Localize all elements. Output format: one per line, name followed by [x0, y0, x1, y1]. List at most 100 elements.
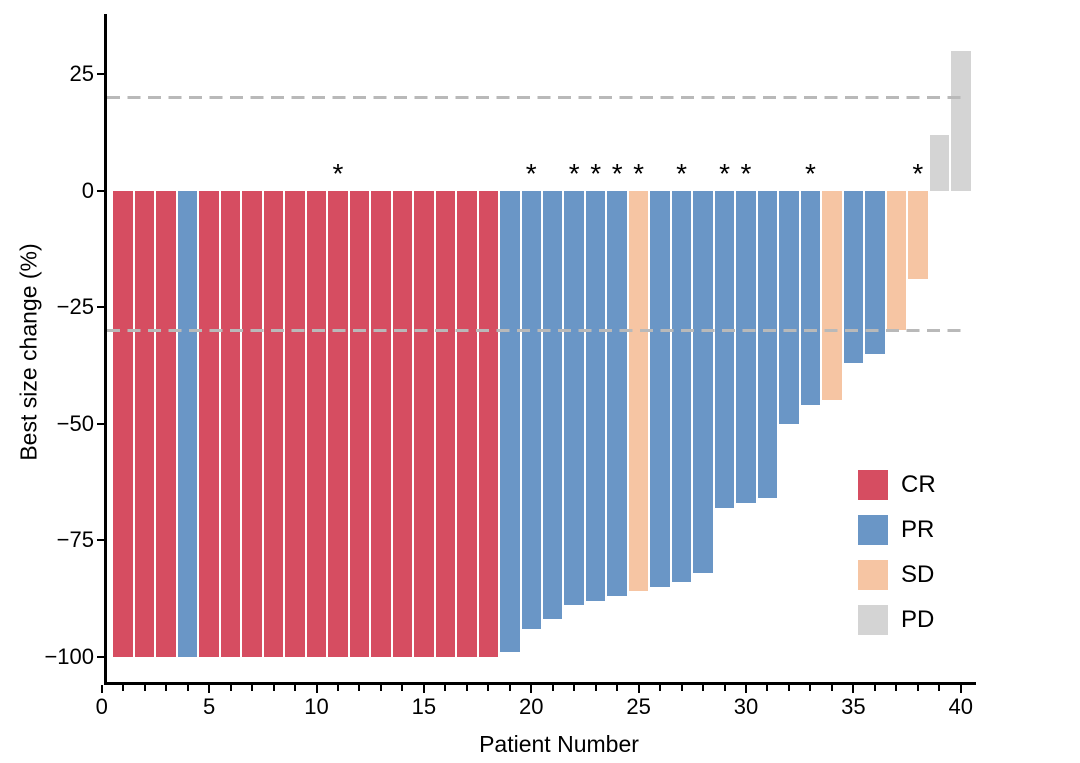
x-minor-tick [379, 685, 382, 691]
x-minor-tick [616, 685, 619, 691]
significance-asterisk-patient-38: * [912, 158, 924, 189]
x-axis-line [104, 682, 976, 685]
x-minor-tick [723, 685, 726, 691]
x-minor-tick [895, 685, 898, 691]
bar-patient-34 [822, 190, 842, 401]
bar-patient-39 [929, 134, 950, 191]
bar-patient-27 [671, 190, 692, 583]
x-minor-tick [787, 685, 790, 691]
bar-patient-23 [585, 190, 606, 601]
x-major-tick [959, 685, 962, 693]
bar-patient-11 [328, 190, 348, 657]
bar-patient-8 [263, 190, 284, 657]
y-tick [97, 73, 104, 76]
significance-asterisk-patient-24: * [611, 158, 623, 189]
x-minor-tick [508, 685, 511, 691]
legend-swatch-cr [858, 470, 888, 500]
y-tick-label-4: −75 [56, 527, 94, 553]
x-minor-tick [594, 685, 597, 691]
bar-patient-17 [457, 190, 477, 657]
bar-patient-6 [220, 190, 241, 657]
y-tick-label-2: −25 [56, 294, 94, 320]
x-minor-tick [659, 685, 662, 691]
bar-patient-30 [736, 190, 756, 503]
bar-patient-35 [843, 190, 864, 364]
x-minor-tick [122, 685, 125, 691]
y-axis-line [104, 14, 107, 685]
significance-asterisk-patient-25: * [633, 158, 645, 189]
bar-patient-19 [500, 190, 520, 653]
bar-patient-7 [242, 190, 262, 657]
x-major-tick [208, 685, 211, 693]
bar-patient-3 [156, 190, 176, 657]
x-minor-tick [294, 685, 297, 691]
x-axis-title: Patient Number [479, 731, 639, 757]
x-tick-label-5: 5 [203, 694, 216, 719]
bar-patient-24 [607, 190, 627, 597]
x-minor-tick [809, 685, 812, 691]
bar-patient-32 [779, 190, 799, 424]
x-minor-tick [830, 685, 833, 691]
x-minor-tick [229, 685, 232, 691]
reference-line-lower [107, 329, 968, 332]
bar-patient-31 [757, 190, 778, 499]
significance-asterisk-patient-20: * [525, 158, 537, 189]
bar-patient-12 [349, 190, 370, 657]
x-minor-tick [251, 685, 254, 691]
bar-patient-4 [177, 190, 198, 657]
x-tick-label-30: 30 [733, 694, 759, 719]
significance-asterisk-patient-27: * [676, 158, 688, 189]
significance-asterisk-patient-33: * [804, 158, 816, 189]
bar-patient-21 [542, 190, 563, 620]
x-major-tick [852, 685, 855, 693]
x-minor-tick [336, 685, 339, 691]
y-tick-label-5: −100 [44, 643, 94, 669]
y-axis-title: Best size change (%) [15, 243, 42, 461]
bar-patient-1 [113, 190, 133, 657]
bar-patient-14 [392, 190, 413, 657]
bar-patient-38 [908, 190, 928, 280]
x-minor-tick [680, 685, 683, 691]
bar-patient-33 [800, 190, 821, 406]
legend-label-pd: PD [901, 606, 935, 633]
bar-patient-25 [628, 190, 649, 592]
x-major-tick [422, 685, 425, 693]
bar-patient-18 [478, 190, 499, 657]
x-minor-tick [186, 685, 189, 691]
x-major-tick [637, 685, 640, 693]
legend-swatch-pd [858, 605, 888, 635]
y-tick [97, 306, 104, 309]
reference-line-upper [107, 96, 968, 99]
x-minor-tick [551, 685, 554, 691]
significance-asterisk-patient-22: * [568, 158, 580, 189]
x-minor-tick [766, 685, 769, 691]
y-tick [97, 189, 104, 192]
x-major-tick [530, 685, 533, 693]
significance-asterisk-patient-29: * [719, 158, 730, 189]
y-tick [97, 539, 104, 542]
bar-patient-16 [435, 190, 456, 657]
x-tick-label-10: 10 [304, 694, 329, 719]
x-tick-label-35: 35 [841, 694, 866, 719]
x-minor-tick [165, 685, 168, 691]
x-tick-label-25: 25 [626, 694, 651, 719]
y-tick [97, 655, 104, 658]
y-tick-label-0: 25 [69, 61, 94, 87]
bar-patient-2 [134, 190, 155, 657]
x-tick-label-20: 20 [519, 694, 544, 719]
x-minor-tick [916, 685, 919, 691]
x-minor-tick [487, 685, 490, 691]
legend-swatch-sd [858, 560, 888, 590]
bar-patient-37 [886, 190, 907, 331]
bar-patient-20 [521, 190, 541, 629]
x-minor-tick [272, 685, 275, 691]
bar-patient-36 [865, 190, 885, 354]
bar-patient-28 [693, 190, 713, 573]
significance-asterisk-patient-23: * [590, 158, 602, 189]
x-minor-tick [938, 685, 941, 691]
x-minor-tick [401, 685, 404, 691]
y-tick [97, 422, 104, 425]
significance-asterisk-patient-11: * [332, 158, 344, 189]
x-major-tick [315, 685, 318, 693]
x-minor-tick [702, 685, 705, 691]
